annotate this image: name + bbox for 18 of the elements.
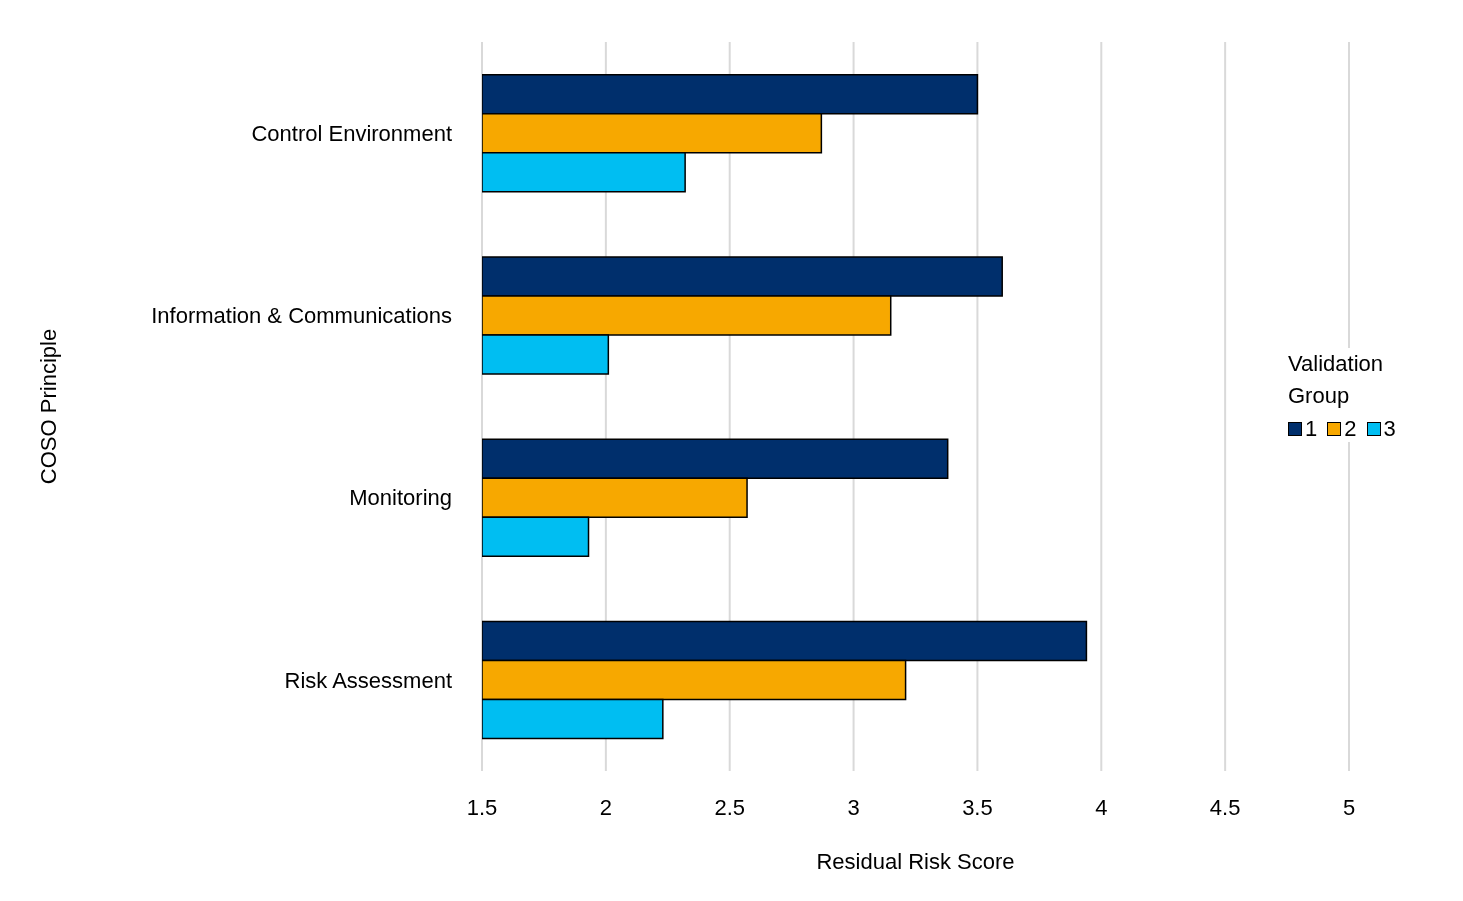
x-tick-label: 4 [1095, 794, 1108, 820]
x-axis-title: Residual Risk Score [816, 849, 1015, 874]
x-tick-label: 3.5 [962, 794, 993, 820]
y-tick-label: Information & Communications [151, 303, 452, 329]
x-tick-label: 2 [599, 794, 612, 820]
legend-label: 3 [1382, 416, 1396, 442]
y-tick-label: Risk Assessment [284, 667, 452, 693]
x-tick-label: 1.5 [466, 794, 498, 820]
x-tick-label: 5 [1342, 794, 1356, 820]
legend-label: 2 [1343, 416, 1357, 442]
y-tick-label: Monitoring [349, 485, 452, 511]
y-axis-title: COSO Principle [35, 328, 61, 485]
y-tick-label: Control Environment [251, 120, 452, 146]
legend-title: Validation Group [1288, 350, 1384, 410]
legend-label: 1 [1304, 416, 1318, 442]
x-tick-label: 3 [847, 794, 860, 820]
x-tick-label: 4.5 [1209, 794, 1241, 820]
x-tick-label: 2.5 [714, 794, 746, 820]
